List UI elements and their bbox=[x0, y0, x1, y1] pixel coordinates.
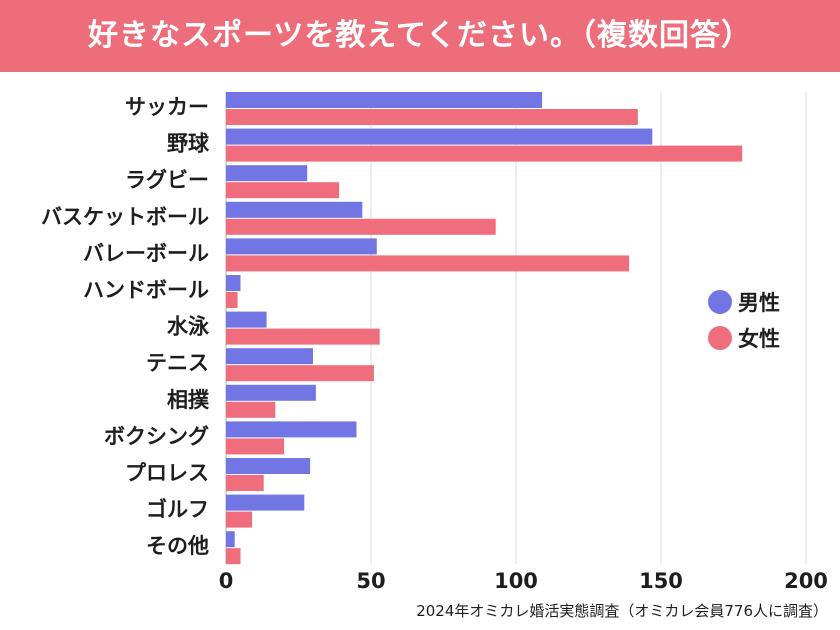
bar-female bbox=[226, 401, 276, 418]
bar-female bbox=[226, 511, 253, 528]
source-note: 2024年オミカレ婚活実態調査（オミカレ会員776人に調査） bbox=[416, 602, 828, 620]
bar-female bbox=[226, 365, 374, 382]
bar-male bbox=[226, 348, 313, 365]
category-labels: サッカー野球ラグビーバスケットボールバレーボールハンドボール水泳テニス相撲ボクシ… bbox=[41, 95, 210, 558]
bar-female bbox=[226, 218, 496, 235]
category-label: ゴルフ bbox=[146, 498, 209, 522]
bar-male bbox=[226, 531, 235, 548]
category-label: 水泳 bbox=[167, 315, 210, 339]
title-banner bbox=[0, 0, 840, 72]
bar-male bbox=[226, 311, 267, 328]
bar-female bbox=[226, 438, 284, 455]
bar-female bbox=[226, 255, 630, 272]
legend-label: 男性 bbox=[738, 291, 780, 315]
category-label: その他 bbox=[146, 534, 209, 558]
category-label: サッカー bbox=[125, 95, 209, 119]
bar-female bbox=[226, 109, 638, 125]
bar-male bbox=[226, 384, 316, 401]
legend-marker-male bbox=[708, 290, 732, 314]
bar-female bbox=[226, 548, 241, 565]
bar-male bbox=[226, 494, 305, 511]
category-label: ボクシング bbox=[104, 424, 209, 448]
bar-female bbox=[226, 292, 238, 308]
bar-male bbox=[226, 201, 363, 218]
category-label: バレーボール bbox=[83, 241, 209, 265]
bar-male bbox=[226, 238, 377, 255]
category-label: テニス bbox=[146, 351, 209, 375]
bar-male bbox=[226, 275, 241, 291]
x-tick-label: 0 bbox=[219, 569, 234, 593]
chart-title: 好きなスポーツを教えてください。（複数回答） bbox=[88, 18, 752, 53]
bar-female bbox=[226, 475, 264, 491]
x-tick-label: 100 bbox=[494, 569, 538, 593]
category-label: ラグビー bbox=[125, 168, 209, 192]
legend-marker-female bbox=[708, 326, 732, 350]
bar-female bbox=[226, 182, 340, 199]
legend-label: 女性 bbox=[738, 327, 780, 351]
category-label: バスケットボール bbox=[41, 205, 209, 229]
bar-female bbox=[226, 328, 380, 345]
bar-male bbox=[226, 421, 357, 438]
bars bbox=[226, 92, 743, 565]
category-label: ハンドボール bbox=[83, 278, 209, 302]
bar-male bbox=[226, 92, 543, 108]
bar-female bbox=[226, 145, 743, 162]
category-label: プロレス bbox=[125, 461, 209, 485]
x-tick-label: 50 bbox=[356, 569, 385, 593]
category-label: 野球 bbox=[167, 132, 210, 156]
category-label: 相撲 bbox=[167, 388, 210, 412]
bar-male bbox=[226, 458, 311, 474]
x-tick-labels: 0 50 100 150 200 bbox=[219, 569, 828, 593]
bar-chart: サッカー野球ラグビーバスケットボールバレーボールハンドボール水泳テニス相撲ボクシ… bbox=[41, 92, 828, 593]
x-tick-label: 200 bbox=[784, 569, 828, 593]
bar-male bbox=[226, 165, 308, 182]
bar-male bbox=[226, 128, 653, 145]
x-tick-label: 150 bbox=[639, 569, 683, 593]
